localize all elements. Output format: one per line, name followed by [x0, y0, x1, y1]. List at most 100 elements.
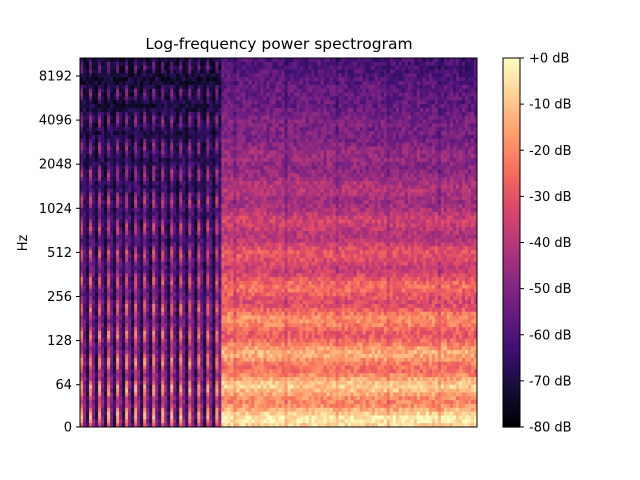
heatmap-cell [188, 127, 192, 132]
heatmap-cell [146, 423, 150, 428]
heatmap-cell [128, 131, 132, 136]
heatmap-cell [140, 88, 144, 93]
heatmap-cell [212, 100, 216, 105]
heatmap-cell [116, 365, 120, 370]
heatmap-cell [182, 204, 186, 209]
heatmap-cell [173, 365, 177, 370]
heatmap-cell [95, 188, 99, 193]
heatmap-cell [155, 115, 159, 120]
heatmap-cell [167, 154, 171, 159]
heatmap-cell [143, 353, 147, 359]
heatmap-cell [95, 169, 99, 174]
heatmap-cell [152, 330, 156, 336]
heatmap-cell [230, 227, 234, 232]
heatmap-cell [221, 115, 225, 120]
heatmap-cell [209, 173, 213, 178]
heatmap-cell [122, 311, 126, 316]
heatmap-cell [230, 315, 234, 320]
heatmap-cell [128, 384, 132, 389]
heatmap-cell [83, 192, 87, 197]
heatmap-cell [119, 403, 123, 409]
heatmap-cell [194, 257, 198, 263]
heatmap-cell [218, 415, 222, 420]
heatmap-cell [92, 200, 96, 205]
heatmap-cell [95, 134, 99, 140]
heatmap-cell [215, 107, 219, 113]
heatmap-cell [230, 204, 234, 209]
heatmap-cell [197, 173, 201, 178]
heatmap-cell [200, 300, 204, 305]
heatmap-cell [152, 265, 156, 270]
heatmap-cell [146, 415, 150, 420]
heatmap-cell [158, 200, 162, 205]
heatmap-cell [188, 353, 192, 359]
heatmap-cell [227, 115, 231, 120]
heatmap-cell [155, 292, 159, 297]
heatmap-cell [221, 192, 225, 197]
heatmap-cell [152, 181, 156, 186]
heatmap-cell [113, 315, 117, 320]
heatmap-cell [191, 327, 195, 332]
heatmap-cell [203, 334, 207, 339]
heatmap-cell [101, 400, 105, 405]
heatmap-cell [113, 177, 117, 182]
heatmap-cell [179, 127, 183, 132]
heatmap-cell [110, 411, 114, 416]
heatmap-cell [137, 115, 141, 120]
heatmap-cell [101, 284, 105, 290]
heatmap-cell [200, 131, 204, 136]
heatmap-cell [92, 227, 96, 232]
heatmap-cell [233, 250, 237, 255]
heatmap-cell [80, 92, 84, 97]
heatmap-cell [155, 142, 159, 147]
heatmap-cell [212, 280, 216, 286]
heatmap-cell [233, 73, 237, 78]
heatmap-cell [146, 284, 150, 290]
heatmap-cell [215, 423, 219, 428]
heatmap-cell [140, 161, 144, 167]
heatmap-cell [230, 415, 234, 420]
heatmap-cell [197, 419, 201, 424]
heatmap-cell [161, 261, 165, 266]
heatmap-cell [116, 177, 120, 182]
heatmap-cell [185, 419, 189, 424]
heatmap-cell [158, 123, 162, 128]
heatmap-cell [182, 104, 186, 109]
heatmap-cell [83, 242, 87, 247]
heatmap-cell [128, 330, 132, 336]
heatmap-cell [152, 307, 156, 313]
heatmap-cell [203, 238, 207, 243]
heatmap-cell [119, 254, 123, 259]
heatmap-cell [128, 192, 132, 197]
heatmap-cell [152, 204, 156, 209]
heatmap-cell [212, 269, 216, 274]
heatmap-cell [113, 392, 117, 397]
heatmap-cell [215, 269, 219, 274]
heatmap-cell [116, 254, 120, 259]
heatmap-cell [137, 419, 141, 424]
heatmap-cell [197, 361, 201, 366]
heatmap-cell [107, 146, 111, 151]
heatmap-cell [173, 254, 177, 259]
heatmap-cell [86, 165, 90, 170]
heatmap-cell [230, 115, 234, 120]
heatmap-cell [113, 81, 117, 86]
heatmap-cell [179, 369, 183, 374]
heatmap-cell [230, 223, 234, 228]
heatmap-cell [131, 319, 135, 324]
heatmap-cell [197, 165, 201, 170]
heatmap-cell [221, 265, 225, 270]
heatmap-cell [113, 342, 117, 347]
heatmap-cell [161, 65, 165, 70]
heatmap-cell [116, 184, 120, 190]
heatmap-cell [137, 384, 141, 389]
heatmap-cell [104, 357, 108, 363]
heatmap-cell [125, 234, 129, 240]
heatmap-cell [110, 361, 114, 366]
heatmap-cell [215, 357, 219, 363]
heatmap-cell [230, 230, 234, 236]
heatmap-cell [152, 207, 156, 213]
heatmap-cell [134, 157, 138, 163]
heatmap-cell [182, 184, 186, 190]
heatmap-cell [179, 373, 183, 378]
